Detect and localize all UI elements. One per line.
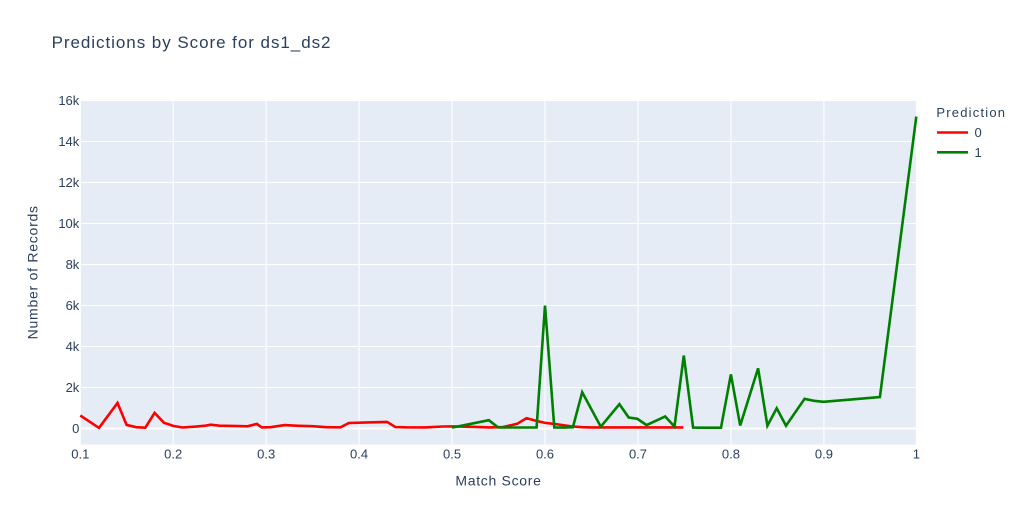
svg-text:0.8: 0.8 [722,446,740,461]
svg-text:0.6: 0.6 [536,446,554,461]
svg-text:0: 0 [72,421,79,436]
svg-text:0.5: 0.5 [443,446,461,461]
svg-text:1: 1 [913,446,920,461]
svg-text:0.4: 0.4 [350,446,368,461]
svg-text:4k: 4k [66,339,80,354]
svg-text:12k: 12k [58,175,79,190]
svg-text:1: 1 [975,145,982,160]
svg-text:0.1: 0.1 [71,446,89,461]
svg-text:14k: 14k [58,134,79,149]
svg-text:2k: 2k [66,380,80,395]
svg-text:6k: 6k [66,298,80,313]
svg-text:Predictions by Score for ds1_d: Predictions by Score for ds1_ds2 [52,33,332,52]
svg-text:10k: 10k [58,216,79,231]
svg-text:0.2: 0.2 [164,446,182,461]
svg-text:Match Score: Match Score [455,472,541,488]
svg-text:0: 0 [975,125,982,140]
svg-text:0.9: 0.9 [815,446,833,461]
svg-text:0.7: 0.7 [629,446,647,461]
svg-text:Prediction: Prediction [936,105,1006,120]
svg-text:Number of Records: Number of Records [24,205,40,339]
svg-text:0.3: 0.3 [257,446,275,461]
svg-text:8k: 8k [66,257,80,272]
svg-text:16k: 16k [58,93,79,108]
